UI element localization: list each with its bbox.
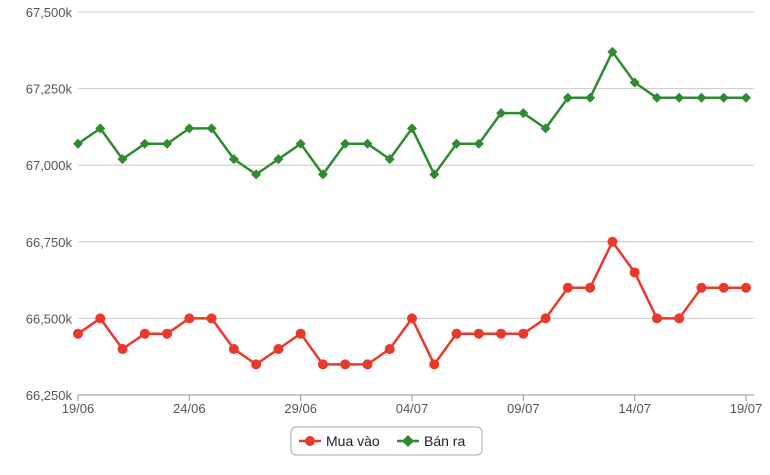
- data-point[interactable]: [451, 328, 462, 339]
- data-point[interactable]: [95, 313, 106, 324]
- data-point[interactable]: [741, 92, 751, 103]
- data-point[interactable]: [317, 169, 328, 180]
- x-axis-ticks: 19/06 24/06 29/06 04/07 09/07 14/07 19/07: [62, 395, 763, 416]
- data-point[interactable]: [273, 344, 284, 355]
- data-point[interactable]: [407, 123, 417, 134]
- data-point[interactable]: [273, 154, 284, 165]
- data-point[interactable]: [295, 328, 306, 339]
- data-point[interactable]: [73, 328, 83, 339]
- legend-sell-marker: [402, 435, 414, 447]
- data-point[interactable]: [95, 123, 106, 134]
- data-point[interactable]: [251, 359, 262, 370]
- data-point[interactable]: [607, 46, 618, 57]
- series-sell: [73, 46, 751, 180]
- data-point[interactable]: [295, 138, 306, 149]
- data-point[interactable]: [496, 328, 507, 339]
- data-point[interactable]: [429, 359, 440, 370]
- x-tick-label: 24/06: [173, 401, 206, 416]
- data-point[interactable]: [696, 282, 707, 293]
- series-buy: [73, 236, 751, 370]
- legend-item-sell[interactable]: Bán ra: [397, 433, 465, 449]
- data-point[interactable]: [362, 138, 373, 149]
- data-point[interactable]: [562, 282, 573, 293]
- data-point[interactable]: [607, 236, 618, 247]
- data-point[interactable]: [206, 313, 217, 324]
- data-point[interactable]: [451, 138, 462, 149]
- data-point[interactable]: [473, 328, 484, 339]
- data-point[interactable]: [162, 138, 173, 149]
- data-point[interactable]: [585, 92, 596, 103]
- data-point[interactable]: [340, 138, 351, 149]
- legend-item-buy[interactable]: Mua vào: [299, 433, 380, 449]
- data-point[interactable]: [139, 328, 150, 339]
- y-tick-label: 67,250k: [26, 82, 73, 97]
- series-line: [77, 50, 746, 176]
- data-point[interactable]: [73, 138, 83, 149]
- legend-buy-marker: [305, 436, 315, 446]
- x-tick-label: 04/07: [396, 401, 429, 416]
- data-point[interactable]: [518, 328, 529, 339]
- y-tick-label: 66,750k: [26, 235, 73, 250]
- data-point[interactable]: [340, 359, 351, 370]
- data-point[interactable]: [629, 267, 640, 278]
- data-point[interactable]: [251, 169, 262, 180]
- data-point[interactable]: [540, 123, 551, 134]
- data-point[interactable]: [117, 154, 128, 165]
- data-point[interactable]: [674, 92, 685, 103]
- data-point[interactable]: [139, 138, 150, 149]
- data-point[interactable]: [228, 154, 239, 165]
- legend-buy-label: Mua vào: [326, 433, 380, 449]
- data-point[interactable]: [162, 328, 173, 339]
- data-point[interactable]: [184, 123, 195, 134]
- data-point[interactable]: [540, 313, 551, 324]
- x-tick-label: 19/06: [62, 401, 95, 416]
- data-point[interactable]: [651, 92, 662, 103]
- data-point[interactable]: [117, 344, 128, 355]
- data-point[interactable]: [228, 344, 239, 355]
- data-point[interactable]: [407, 313, 417, 324]
- data-point[interactable]: [651, 313, 662, 324]
- data-point[interactable]: [184, 313, 195, 324]
- data-point[interactable]: [585, 282, 596, 293]
- data-point[interactable]: [696, 92, 707, 103]
- data-point[interactable]: [429, 169, 440, 180]
- grid-lines: [78, 11, 754, 396]
- x-tick-label: 09/07: [507, 401, 540, 416]
- data-point[interactable]: [718, 282, 729, 293]
- legend-box: [290, 426, 483, 456]
- series-layer: [73, 46, 751, 370]
- data-point[interactable]: [206, 123, 217, 134]
- legend-sell-label: Bán ra: [424, 433, 465, 449]
- y-tick-label: 66,500k: [26, 311, 73, 326]
- data-point[interactable]: [562, 92, 573, 103]
- y-tick-label: 67,000k: [26, 158, 73, 173]
- data-point[interactable]: [718, 92, 729, 103]
- data-point[interactable]: [674, 313, 685, 324]
- y-tick-label: 67,500k: [26, 5, 73, 20]
- data-point[interactable]: [384, 154, 395, 165]
- x-tick-label: 14/07: [618, 401, 651, 416]
- y-axis-ticks: 66,250k 66,500k 66,750k 67,000k 67,250k 67,50…: [26, 5, 73, 403]
- y-tick-label: 66,250k: [26, 388, 73, 403]
- series-line: [77, 240, 746, 366]
- legend: Mua vào Bán ra: [290, 426, 483, 456]
- data-point[interactable]: [317, 359, 328, 370]
- data-point[interactable]: [518, 108, 529, 119]
- data-point[interactable]: [473, 138, 484, 149]
- data-point[interactable]: [384, 344, 395, 355]
- data-point[interactable]: [496, 108, 507, 119]
- data-point[interactable]: [629, 77, 640, 88]
- x-tick-label: 19/07: [730, 401, 763, 416]
- x-tick-label: 29/06: [284, 401, 317, 416]
- data-point[interactable]: [741, 282, 751, 293]
- data-point[interactable]: [362, 359, 373, 370]
